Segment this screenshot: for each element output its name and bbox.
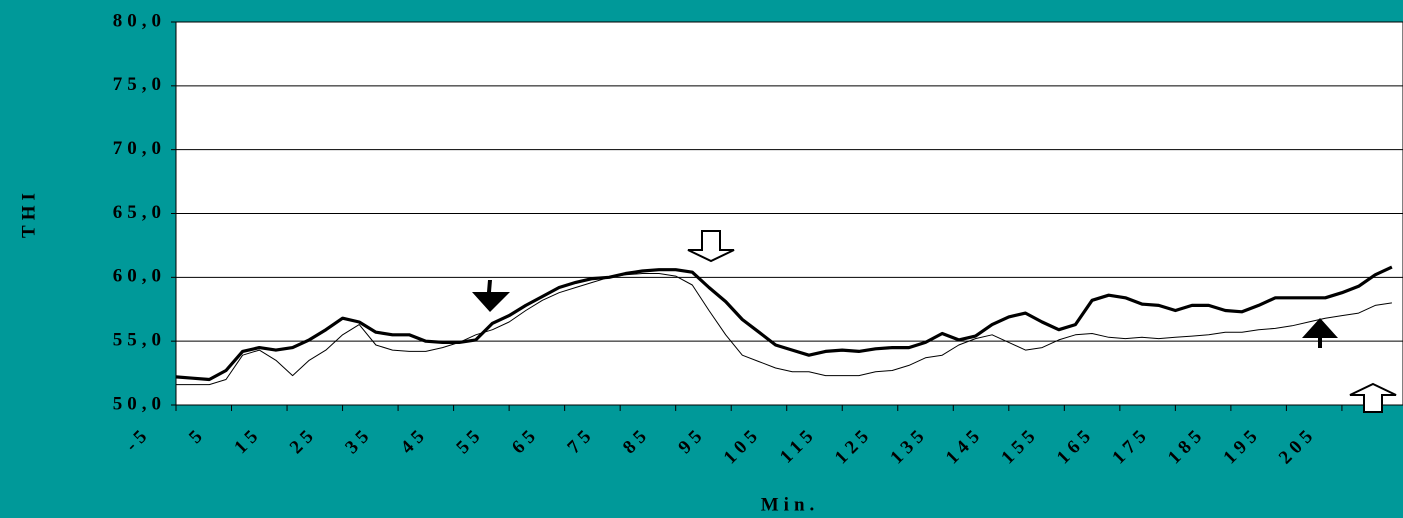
y-tick-label: 50,0 — [113, 393, 166, 414]
y-tick-label: 75,0 — [113, 74, 166, 95]
series-line — [175, 265, 1393, 382]
y-tick-label: 60,0 — [113, 266, 166, 287]
arrow-down-hollow — [687, 230, 735, 263]
arrow-up-hollow — [1349, 382, 1397, 413]
y-tick-label: 55,0 — [113, 330, 166, 351]
y-tick-label: 65,0 — [113, 202, 166, 223]
arrow-up-solid — [1302, 318, 1338, 348]
y-axis-title: THI — [18, 188, 39, 238]
series-line — [176, 273, 1392, 386]
x-axis-title: Min. — [761, 494, 820, 515]
arrow-down-solid — [472, 280, 510, 312]
y-tick-label: 70,0 — [113, 138, 166, 159]
marks — [175, 21, 1403, 406]
y-tick-label: 80,0 — [113, 10, 166, 31]
